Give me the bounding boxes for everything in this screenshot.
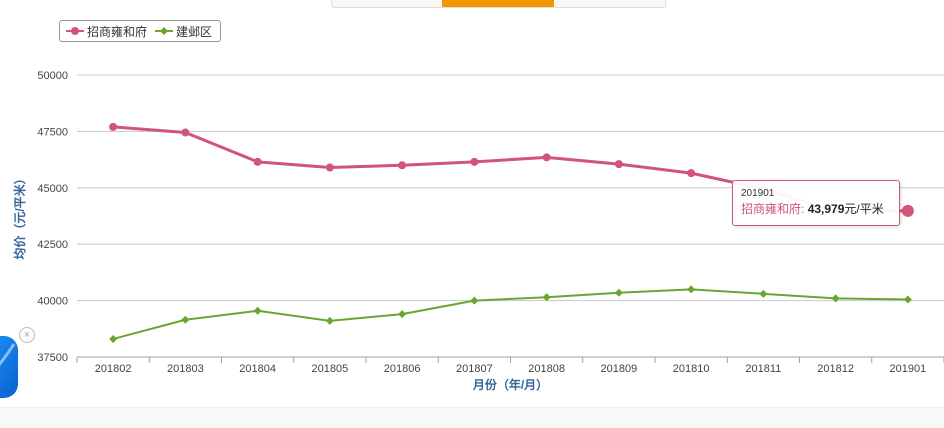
series-2-point-201812[interactable] [831, 294, 840, 303]
x-tick-label-201811: 201811 [745, 363, 781, 375]
y-axis-title: 均价（元/平米） [12, 172, 27, 259]
series-line-2 [112, 288, 908, 340]
side-app-icon[interactable] [0, 336, 18, 398]
series-2-point-201802[interactable] [109, 334, 118, 343]
series-lines [112, 125, 908, 340]
series-2-point-201901[interactable] [903, 295, 912, 304]
x-tick-label-201806: 201806 [384, 363, 421, 375]
series-1-point-201804[interactable] [253, 157, 262, 166]
x-axis-title: 月份（年/月） [472, 377, 548, 392]
close-circle-icon[interactable]: × [19, 327, 35, 343]
series-2-point-201809[interactable] [614, 288, 623, 297]
chart-legend: 招商雍和府 建邺区 [59, 20, 222, 42]
y-tick-label-5: 50000 [37, 70, 68, 82]
legend-circle-marker-icon [66, 27, 84, 35]
tooltip-colon: : [801, 202, 808, 216]
chart-tooltip: 201901 招商雍和府: 43,979元/平米 [732, 180, 900, 226]
series-1-point-201802[interactable] [109, 122, 118, 131]
series-1-point-201809[interactable] [614, 160, 623, 169]
tooltip-value: 43,979 [807, 202, 845, 216]
series-1-point-201810[interactable] [687, 169, 696, 178]
series-2-point-201810[interactable] [687, 285, 696, 294]
y-tick-label-3: 45000 [37, 183, 68, 195]
legend-item-series-1[interactable]: 招商雍和府 [66, 23, 147, 40]
series-1-point-201901[interactable] [901, 204, 914, 217]
x-tick-label-201804: 201804 [239, 363, 276, 375]
series-1-point-201808[interactable] [542, 153, 551, 162]
series-2-point-201805[interactable] [325, 316, 334, 325]
tab-2-active[interactable] [442, 0, 554, 7]
x-tick-labels: 201802 201803 201804 201805 201806 201807 2018… [95, 363, 926, 375]
x-tick-label-201812: 201812 [817, 363, 854, 375]
tooltip-series-name: 招商雍和府 [741, 202, 802, 216]
x-tick-label-201810: 201810 [673, 363, 710, 375]
y-tick-labels: 37500 40000 42500 45000 47500 50000 [37, 70, 68, 364]
series-2-point-201806[interactable] [398, 310, 407, 319]
legend-diamond-marker-icon [155, 27, 174, 35]
series-1-point-201807[interactable] [470, 157, 479, 166]
top-tab-bar [331, 0, 666, 8]
tooltip-line: 招商雍和府: 43,979元/平米 [741, 201, 891, 217]
x-tick-label-201803: 201803 [167, 363, 204, 375]
x-tick-label-201802: 201802 [95, 363, 132, 375]
bottom-strip [0, 407, 944, 428]
series-2-point-201811[interactable] [759, 289, 768, 298]
y-tick-label-4: 47500 [37, 126, 68, 138]
x-tick-label-201809: 201809 [601, 363, 638, 375]
series-2-point-201808[interactable] [542, 293, 551, 302]
y-tick-label-2: 42500 [37, 239, 68, 251]
legend-item-series-2[interactable]: 建邺区 [155, 23, 212, 40]
x-tick-label-201808: 201808 [528, 363, 565, 375]
legend-label-series-2: 建邺区 [176, 24, 213, 39]
series-2-point-201807[interactable] [470, 296, 479, 305]
series-1-point-201803[interactable] [181, 128, 190, 137]
series-markers [109, 122, 914, 343]
series-1-point-201805[interactable] [325, 163, 334, 172]
x-tick-label-201901: 201901 [890, 363, 927, 375]
series-1-point-201806[interactable] [398, 161, 407, 170]
y-tick-label-0: 37500 [37, 352, 68, 364]
tooltip-unit: 元/平米 [844, 202, 884, 216]
y-tick-label-1: 40000 [37, 296, 68, 308]
x-tick-label-201807: 201807 [456, 363, 493, 375]
series-2-point-201803[interactable] [181, 315, 190, 324]
legend-label-series-1: 招商雍和府 [87, 24, 148, 39]
series-2-point-201804[interactable] [253, 306, 262, 315]
x-axis [76, 356, 944, 363]
x-tick-label-201805: 201805 [312, 363, 349, 375]
tooltip-x-value: 201901 [741, 188, 775, 199]
